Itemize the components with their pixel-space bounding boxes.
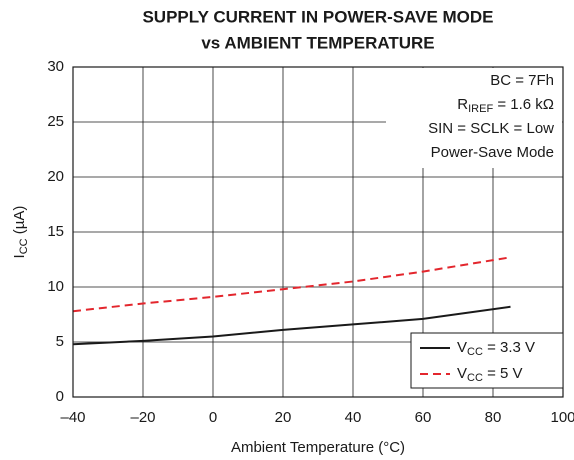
text-part: IREF [468,103,493,115]
x-tick-label: –20 [130,409,155,426]
text-part: (µA) [11,206,28,239]
chart-title: SUPPLY CURRENT IN POWER-SAVE MODE [142,7,493,26]
x-tick-label: 80 [485,409,502,426]
annotation: BC = 7Fh [490,72,554,89]
annotation: Power-Save Mode [431,144,554,161]
text-part: CC [467,372,483,384]
x-tick-label: 0 [209,409,217,426]
y-tick-label: 20 [47,168,64,185]
text-part: V [457,339,467,356]
legend-label: VCC = 5 V [457,365,523,384]
x-tick-label: –40 [60,409,85,426]
x-tick-label: 60 [415,409,432,426]
y-tick-label: 15 [47,223,64,240]
y-tick-label: 0 [56,388,64,405]
annotation-box [386,68,562,168]
annotation: SIN = SCLK = Low [428,120,554,137]
y-tick-label: 25 [47,113,64,130]
text-part: CC [18,238,30,254]
series-line [72,305,511,346]
text-part: = 1.6 kΩ [493,96,554,113]
text-part: = 3.3 V [483,339,535,356]
x-axis-label: Ambient Temperature (°C) [231,439,405,456]
y-tick-label: 30 [47,58,64,75]
annotation: RIREF = 1.6 kΩ [457,96,554,115]
y-tick-label: 5 [56,333,64,350]
text-part: CC [467,346,483,358]
legend-box [410,332,564,389]
text-part: R [457,96,468,113]
text-part: V [457,365,467,382]
x-tick-label: 20 [275,409,292,426]
text-part: I [11,254,28,258]
plot-border [72,66,564,398]
x-tick-label: 40 [345,409,362,426]
y-axis-label: ICC (µA) [11,206,30,259]
x-tick-label: 100 [550,409,574,426]
y-tick-label: 10 [47,278,64,295]
text-part: = 5 V [483,365,523,382]
chart-title: vs AMBIENT TEMPERATURE [201,33,434,52]
series-line [72,256,511,313]
legend-label: VCC = 3.3 V [457,339,535,358]
